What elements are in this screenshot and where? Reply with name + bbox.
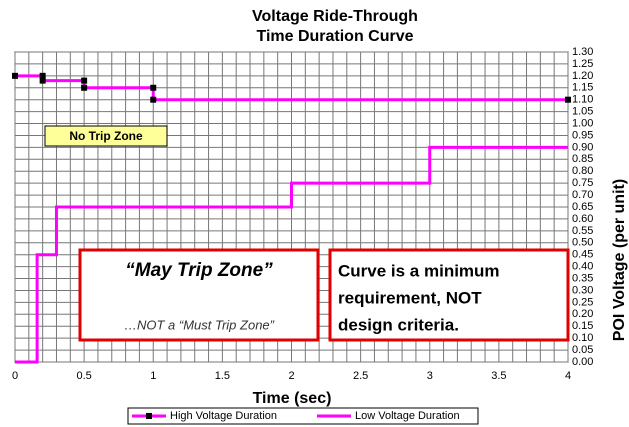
marker <box>565 96 571 103</box>
legend-label: Low Voltage Duration <box>355 410 460 422</box>
legend-label: High Voltage Duration <box>170 410 277 422</box>
y-tick-label: 0.95 <box>572 129 593 141</box>
annotation: Curve is a minimum <box>338 261 500 280</box>
y-tick-label: 0.10 <box>572 332 593 344</box>
annotation: …NOT a “Must Trip Zone” <box>124 317 275 332</box>
note-box <box>328 248 570 342</box>
y-axis-label: POI Voltage (per unit) <box>611 179 628 341</box>
y-tick-label: 0.45 <box>572 249 593 261</box>
y-tick-label: 0.60 <box>572 213 593 225</box>
y-tick-label: 0.25 <box>572 296 593 308</box>
legend-marker <box>146 413 152 419</box>
x-tick-label: 2 <box>288 370 294 382</box>
x-tick-label: 3 <box>427 370 433 382</box>
y-tick-label: 0.70 <box>572 189 593 201</box>
y-tick-label: 1.15 <box>572 82 593 94</box>
x-axis-label: Time (sec) <box>253 390 332 407</box>
y-tick-label: 0.05 <box>572 344 593 356</box>
y-tick-label: 0.90 <box>572 141 593 153</box>
y-tick-label: 1.25 <box>572 58 593 70</box>
y-tick-label: 0.75 <box>572 177 593 189</box>
x-tick-label: 0.5 <box>76 370 91 382</box>
marker <box>39 72 46 79</box>
y-tick-label: 0.85 <box>572 153 593 165</box>
x-tick-label: 3.5 <box>491 370 506 382</box>
y-tick-label: 0.35 <box>572 272 593 284</box>
y-tick-label: 0.00 <box>572 356 593 368</box>
marker <box>39 77 46 84</box>
y-tick-label: 1.20 <box>572 70 593 82</box>
chart-title: Voltage Ride-Through <box>252 8 418 25</box>
y-tick-label: 1.10 <box>572 94 593 106</box>
no-trip-box <box>44 125 168 147</box>
x-tick-label: 2.5 <box>353 370 368 382</box>
y-tick-label: 1.00 <box>572 117 593 129</box>
marker <box>81 77 88 84</box>
y-tick-label: 0.30 <box>572 284 593 296</box>
y-tick-label: 0.15 <box>572 320 593 332</box>
chart-title: Time Duration Curve <box>256 28 413 45</box>
y-tick-label: 0.20 <box>572 308 593 320</box>
marker <box>150 96 157 103</box>
annotation: requirement, NOT <box>338 288 482 307</box>
x-tick-label: 1.5 <box>215 370 230 382</box>
x-tick-label: 0 <box>12 370 18 382</box>
marker <box>81 84 88 91</box>
legend <box>127 407 479 425</box>
y-tick-label: 0.55 <box>572 225 593 237</box>
series-line <box>15 145 568 364</box>
annotation: design criteria. <box>338 315 459 334</box>
y-tick-label: 1.30 <box>572 46 593 58</box>
y-tick-label: 0.40 <box>572 261 593 273</box>
may-trip-box <box>78 248 320 342</box>
marker <box>12 72 18 79</box>
x-tick-label: 4 <box>565 370 571 382</box>
x-tick-label: 1 <box>150 370 156 382</box>
annotation: No Trip Zone <box>69 129 143 143</box>
y-tick-label: 0.65 <box>572 201 593 213</box>
annotation: “May Trip Zone” <box>125 260 273 281</box>
y-tick-label: 0.80 <box>572 165 593 177</box>
marker <box>150 84 157 91</box>
y-tick-label: 0.50 <box>572 237 593 249</box>
y-tick-label: 1.05 <box>572 106 593 118</box>
